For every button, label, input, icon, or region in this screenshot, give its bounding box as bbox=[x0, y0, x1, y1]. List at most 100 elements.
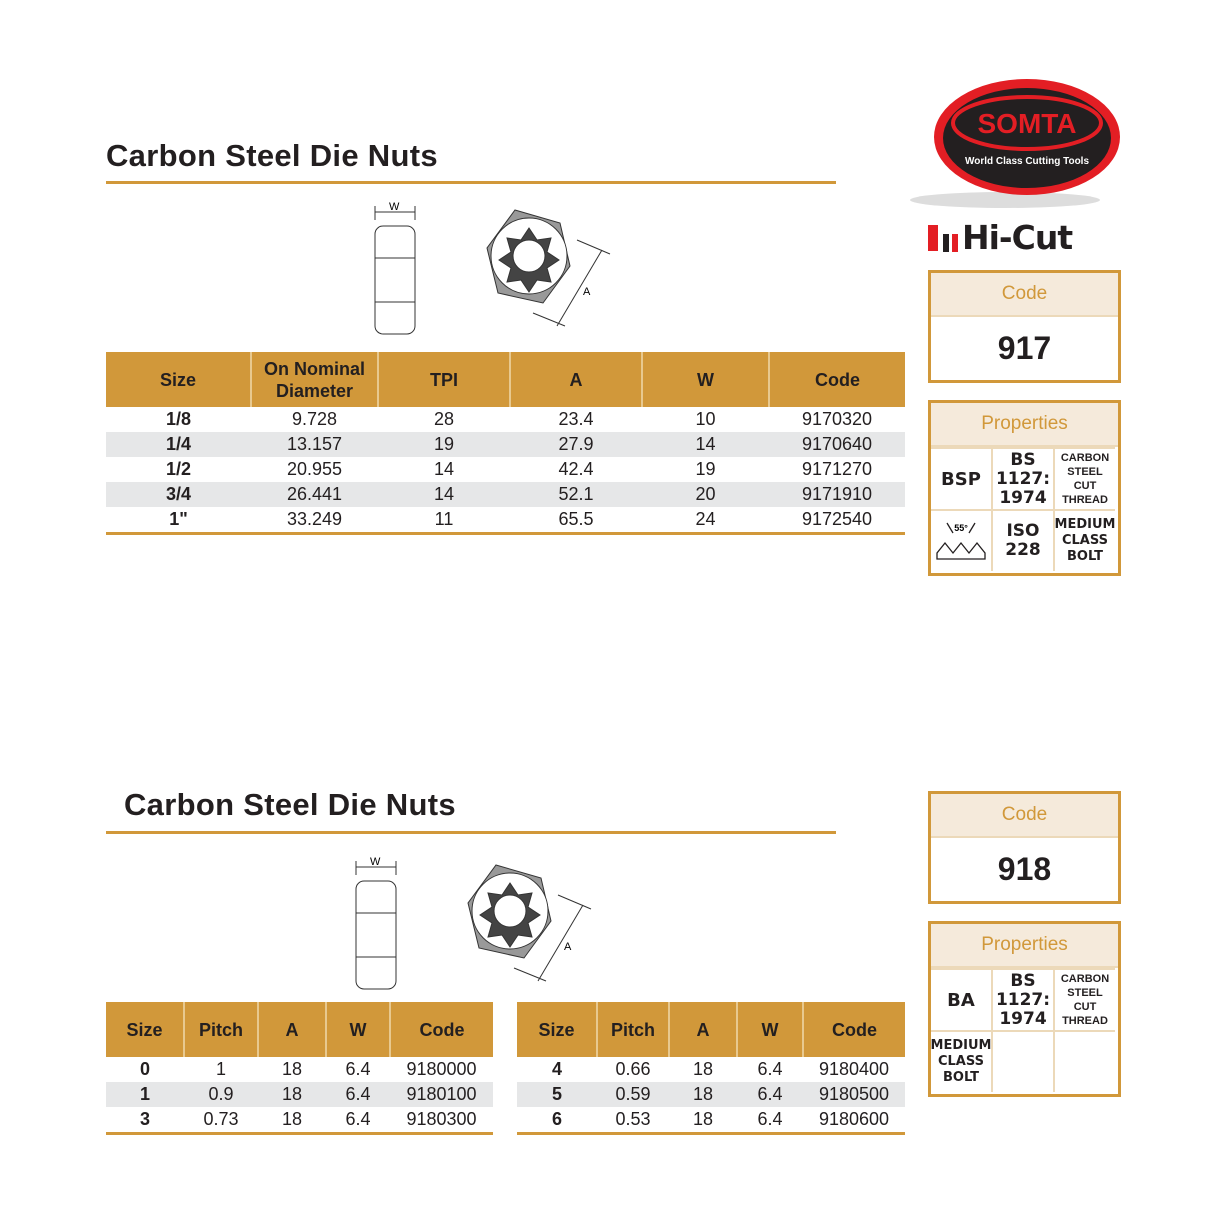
table-cell: 6.4 bbox=[345, 1059, 371, 1079]
table-cell: 9172540 bbox=[769, 507, 905, 535]
table-cell: 27.9 bbox=[510, 432, 642, 457]
table-cell: 18 bbox=[669, 1107, 737, 1135]
table-cell: 20.955 bbox=[286, 459, 343, 479]
section1-title: Carbon Steel Die Nuts bbox=[106, 138, 438, 173]
table-cell: 9170320 bbox=[801, 409, 873, 429]
properties-box-917: Properties BSP BS 1127: 1974 CARBON STEE… bbox=[928, 400, 1121, 576]
table-cell: 9180000 bbox=[406, 1059, 477, 1079]
table-cell: 0.66 bbox=[615, 1059, 651, 1079]
col-w: W bbox=[736, 1002, 803, 1057]
col-a: A bbox=[668, 1002, 737, 1057]
table-cell: 10 bbox=[695, 409, 716, 429]
table-cell: 6.4 bbox=[757, 1059, 783, 1079]
table-cell: 19 bbox=[378, 432, 510, 457]
table-cell: 6 bbox=[517, 1107, 597, 1135]
prop-carbon-steel: CARBON STEEL CUT THREAD bbox=[1055, 968, 1115, 1030]
prop-bs1127: BS 1127: 1974 bbox=[993, 447, 1055, 509]
somta-logo: SOMTA World Class Cutting Tools bbox=[910, 79, 1120, 208]
table-cell: 5 bbox=[517, 1082, 597, 1107]
table-cell: 18 bbox=[258, 1107, 326, 1135]
die-nut-diagram: W A bbox=[355, 856, 592, 990]
table-cell: 28 bbox=[433, 409, 455, 429]
code-box-917: Code 917 bbox=[928, 270, 1121, 383]
table-row: 1/8 9.728 28 23.4 10 9170320 bbox=[106, 407, 905, 432]
table-cell: 9180100 bbox=[390, 1082, 493, 1107]
table-cell: 18 bbox=[281, 1059, 303, 1079]
hicut-text: Hi-Cut bbox=[962, 218, 1073, 257]
table-cell: 6.4 bbox=[326, 1082, 390, 1107]
table-cell: 9180300 bbox=[390, 1107, 493, 1135]
code-box-918: Code 918 bbox=[928, 791, 1121, 904]
col-w: W bbox=[641, 352, 769, 407]
a-label: A bbox=[583, 286, 591, 298]
col-pitch: Pitch bbox=[596, 1002, 669, 1057]
table-cell: 9.728 bbox=[291, 409, 338, 429]
col-w: W bbox=[325, 1002, 390, 1057]
size-table-918-left: Size Pitch A W Code 0 1 18 6.4 9180000 1 0.9 18… bbox=[106, 1002, 493, 1135]
table-row: 0 1 18 6.4 9180000 bbox=[106, 1057, 493, 1082]
table-row: 1" 33.249 11 65.5 24 9172540 bbox=[106, 507, 905, 535]
table-cell: 33.249 bbox=[251, 507, 378, 535]
thread-angle-icon: 55° bbox=[931, 509, 993, 571]
table-cell: 0.73 bbox=[184, 1107, 258, 1135]
table-cell: 20 bbox=[642, 482, 769, 507]
table-cell: 1/2 bbox=[165, 459, 192, 479]
table-cell: 1 bbox=[106, 1082, 184, 1107]
size-table-917: Size On Nominal Diameter TPI A W Code 1/… bbox=[106, 352, 905, 535]
table-cell: 18 bbox=[258, 1082, 326, 1107]
table-cell: 1/4 bbox=[106, 432, 251, 457]
logo-brand: SOMTA bbox=[977, 108, 1076, 139]
table-cell: 18 bbox=[692, 1059, 714, 1079]
table-cell: 0.9 bbox=[184, 1082, 258, 1107]
table-cell: 9180400 bbox=[818, 1059, 890, 1079]
table-row: 1/2 20.955 14 42.4 19 9171270 bbox=[106, 457, 905, 482]
table-cell: 1" bbox=[106, 507, 251, 535]
col-nominal: On Nominal Diameter bbox=[250, 352, 378, 407]
table-cell: 42.4 bbox=[558, 459, 594, 479]
empty-cell bbox=[993, 1030, 1055, 1092]
table-cell: 9180600 bbox=[803, 1107, 905, 1135]
die-nut-diagram: W A bbox=[374, 201, 611, 335]
table-row: 3 0.73 18 6.4 9180300 bbox=[106, 1107, 493, 1135]
table-cell: 4 bbox=[551, 1059, 562, 1079]
table-cell: 19 bbox=[695, 459, 716, 479]
prop-bs1127: BS 1127: 1974 bbox=[993, 968, 1055, 1030]
prop-ba: BA bbox=[931, 968, 993, 1030]
col-size: Size bbox=[106, 352, 251, 407]
table-cell: 0.59 bbox=[597, 1082, 669, 1107]
empty-cell bbox=[1055, 1030, 1115, 1092]
col-a: A bbox=[257, 1002, 326, 1057]
col-code: Code bbox=[768, 352, 905, 407]
properties-label: Properties bbox=[931, 403, 1118, 447]
col-code: Code bbox=[802, 1002, 905, 1057]
table-cell: 26.441 bbox=[251, 482, 378, 507]
col-tpi: TPI bbox=[377, 352, 510, 407]
table-cell: 14 bbox=[642, 432, 769, 457]
table-cell: 6.4 bbox=[326, 1107, 390, 1135]
col-size: Size bbox=[517, 1002, 597, 1057]
prop-medium-class: MEDIUM CLASS BOLT bbox=[931, 1030, 993, 1092]
table-row: 6 0.53 18 6.4 9180600 bbox=[517, 1107, 905, 1135]
properties-label: Properties bbox=[931, 924, 1118, 968]
table-cell: 9180500 bbox=[803, 1082, 905, 1107]
table-cell: 52.1 bbox=[510, 482, 642, 507]
prop-iso228: ISO 228 bbox=[993, 509, 1055, 571]
col-a: A bbox=[509, 352, 642, 407]
properties-box-918: Properties BA BS 1127: 1974 CARBON STEEL… bbox=[928, 921, 1121, 1097]
logo-tagline: World Class Cutting Tools bbox=[965, 156, 1090, 167]
a-label: A bbox=[564, 941, 572, 953]
table-cell: 0 bbox=[139, 1059, 150, 1079]
thread-angle-label: 55° bbox=[954, 523, 968, 533]
col-pitch: Pitch bbox=[183, 1002, 258, 1057]
table-row: 3/4 26.441 14 52.1 20 9171910 bbox=[106, 482, 905, 507]
title-rule bbox=[106, 181, 836, 184]
table-cell: 6.4 bbox=[737, 1107, 803, 1135]
w-label: W bbox=[370, 856, 381, 868]
table-cell: 1 bbox=[215, 1059, 226, 1079]
w-label: W bbox=[389, 201, 400, 213]
table-cell: 24 bbox=[642, 507, 769, 535]
prop-bsp: BSP bbox=[931, 447, 993, 509]
code-value: 917 bbox=[997, 330, 1052, 366]
table-cell: 6.4 bbox=[737, 1082, 803, 1107]
table-row: 1 0.9 18 6.4 9180100 bbox=[106, 1082, 493, 1107]
